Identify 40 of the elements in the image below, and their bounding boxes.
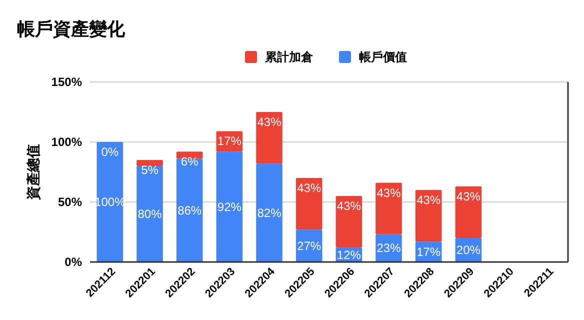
y-tick-label: 0% [64,255,82,269]
data-label: 80% [138,207,162,221]
bar [376,182,402,234]
data-label: 5% [141,163,159,177]
data-label: 43% [257,115,282,129]
bar [176,158,203,262]
data-label: 23% [376,241,402,256]
bar [96,142,124,262]
bar [136,160,163,166]
data-label: 43% [416,193,441,207]
bar [256,164,282,262]
bar [296,178,322,230]
y-tick-label: 100% [51,135,82,149]
bar [256,112,282,164]
bar [415,190,442,242]
data-label: 20% [456,243,481,257]
data-label: 86% [178,203,202,218]
legend-label: 累計加倉 [264,50,314,64]
data-label: 43% [376,186,402,200]
data-label: 6% [180,154,199,169]
legend-label: 帳戶價值 [359,50,407,64]
chart-title: 帳戶資產變化 [17,19,126,39]
data-label: 43% [456,189,481,204]
data-label: 17% [217,134,242,148]
data-label: 17% [416,244,441,259]
data-label: 43% [297,181,322,195]
y-tick-label: 150% [51,75,82,89]
y-tick-label: 50% [58,195,82,209]
bar [176,152,203,159]
y-axis-title: 資產總值 [25,144,41,201]
data-label: 12% [336,248,362,262]
bar [455,186,482,238]
bar [336,196,362,248]
bar [216,152,243,262]
data-label: 43% [336,199,362,213]
data-label: 82% [257,206,282,220]
data-label: 0% [101,145,119,159]
data-label: 92% [217,200,242,214]
data-label: 27% [297,238,322,253]
bar [136,166,163,262]
